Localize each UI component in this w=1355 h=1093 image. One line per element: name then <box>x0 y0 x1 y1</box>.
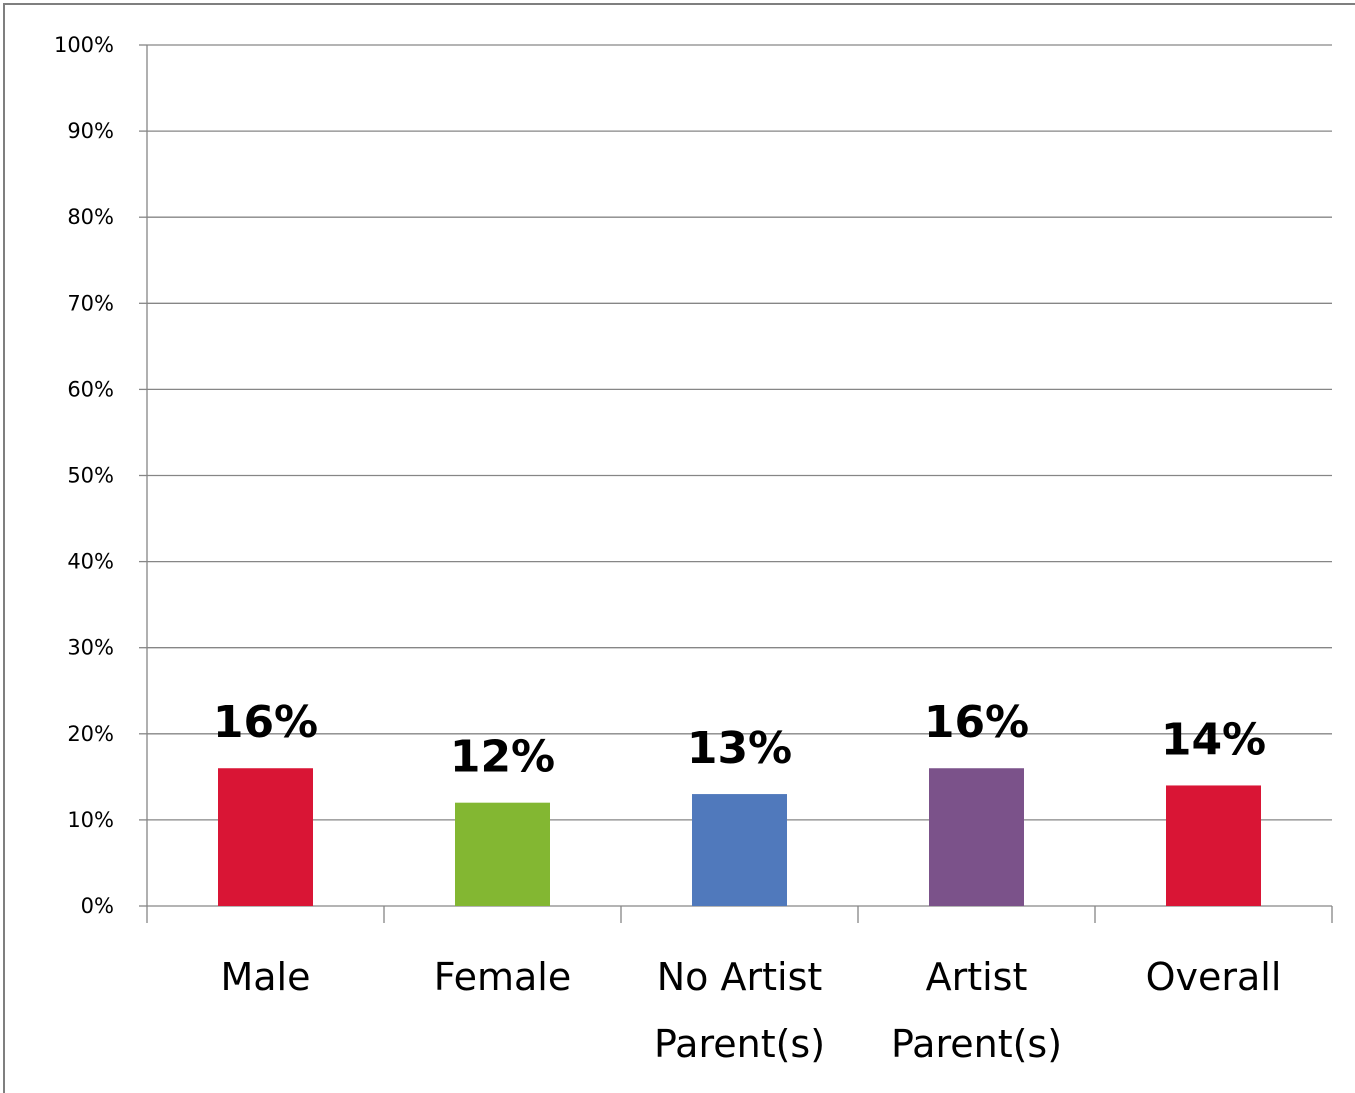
x-category-label: Overall <box>1146 955 1282 999</box>
y-tick-label: 40% <box>67 550 114 574</box>
y-tick-label: 100% <box>54 33 114 57</box>
x-category-label: Female <box>434 955 571 999</box>
bar <box>455 802 550 906</box>
x-category-label: No Artist <box>657 955 823 999</box>
x-category-label: Male <box>220 955 310 999</box>
bar <box>218 768 313 906</box>
data-label: 12% <box>450 732 555 783</box>
y-tick-label: 20% <box>67 722 114 746</box>
y-tick-label: 0% <box>81 894 114 918</box>
x-category-label: Parent(s) <box>654 1022 825 1066</box>
chart-frame <box>3 3 1355 1093</box>
data-label: 16% <box>213 697 318 748</box>
y-tick-label: 30% <box>67 636 114 660</box>
y-tick-label: 90% <box>67 119 114 143</box>
y-tick-label: 80% <box>67 205 114 229</box>
data-label: 13% <box>687 723 792 774</box>
data-label: 16% <box>924 697 1029 748</box>
y-tick-label: 10% <box>67 808 114 832</box>
y-tick-label: 70% <box>67 291 114 315</box>
bar <box>1166 785 1261 906</box>
bar <box>692 794 787 906</box>
x-category-label: Artist <box>926 955 1028 999</box>
y-tick-label: 60% <box>67 377 114 401</box>
bar <box>929 768 1024 906</box>
y-tick-label: 50% <box>67 464 114 488</box>
data-label: 14% <box>1161 714 1266 765</box>
x-category-label: Parent(s) <box>891 1022 1062 1066</box>
